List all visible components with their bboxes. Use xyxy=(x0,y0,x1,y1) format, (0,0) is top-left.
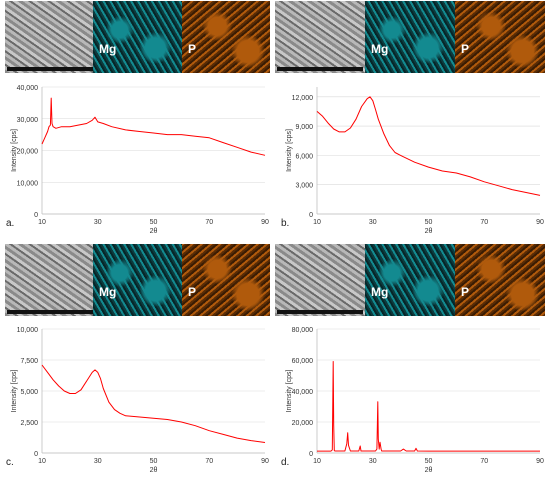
y-tick-label: 40,000 xyxy=(292,389,314,396)
x-tick-label: 10 xyxy=(38,219,46,226)
x-tick-label: 70 xyxy=(480,219,488,226)
y-tick-label: 10,000 xyxy=(17,180,39,187)
x-tick-label: 10 xyxy=(38,458,46,465)
y-tick-label: 2,500 xyxy=(20,420,38,427)
sem-image xyxy=(275,244,365,316)
y-tick-label: 30,000 xyxy=(17,117,39,124)
panel-label: d. xyxy=(281,457,289,468)
x-tick-label: 90 xyxy=(261,458,269,465)
y-tick-label: 0 xyxy=(34,451,38,458)
y-tick-label: 3,000 xyxy=(295,183,313,190)
x-axis-label: 2θ xyxy=(425,228,433,235)
p-map-image: P xyxy=(455,1,545,73)
panel-d: Mg P 0 20,000 40,000 60,000 80,000 10 30 50 70 90… xyxy=(275,240,550,479)
xrd-trace-line xyxy=(41,364,266,443)
xrd-trace-line xyxy=(316,96,541,196)
y-tick-label: 0 xyxy=(309,212,313,219)
p-map-label: P xyxy=(461,42,470,56)
mg-map-label: Mg xyxy=(99,42,117,56)
y-tick-label: 10,000 xyxy=(17,327,39,334)
scale-bar xyxy=(7,67,93,71)
mg-map-label: Mg xyxy=(371,42,389,56)
xrd-trace-line xyxy=(317,361,540,452)
y-tick-label: 40,000 xyxy=(17,85,39,92)
y-tick-label: 7,500 xyxy=(20,358,38,365)
x-tick-label: 70 xyxy=(205,458,213,465)
mg-map-image: Mg xyxy=(365,1,455,73)
p-map-image: P xyxy=(182,244,270,316)
elemental-map-row: Mg P xyxy=(5,244,270,316)
mg-map-image: Mg xyxy=(93,244,182,316)
x-tick-label: 90 xyxy=(536,458,544,465)
y-tick-label: 5,000 xyxy=(20,389,38,396)
y-tick-label: 20,000 xyxy=(292,420,314,427)
mg-map-label: Mg xyxy=(371,285,389,299)
x-tick-label: 90 xyxy=(261,219,269,226)
sem-image xyxy=(275,1,365,73)
x-tick-label: 10 xyxy=(313,458,321,465)
x-tick-label: 70 xyxy=(480,458,488,465)
sem-image xyxy=(5,244,93,316)
x-tick-label: 70 xyxy=(205,219,213,226)
x-axis-label: 2θ xyxy=(425,467,433,474)
y-axis-label: Intensity [cps] xyxy=(11,370,18,413)
p-map-label: P xyxy=(188,42,197,56)
xrd-chart-b: 0 3,000 6,000 9,000 12,000 10 30 50 70 90 2θ Intens… xyxy=(281,87,544,235)
scale-bar xyxy=(277,310,363,314)
y-tick-label: 0 xyxy=(34,212,38,219)
x-tick-label: 50 xyxy=(425,458,433,465)
scale-bar xyxy=(277,67,363,71)
y-tick-label: 0 xyxy=(309,451,313,458)
y-axis-label: Intensity [cps] xyxy=(11,129,18,172)
x-axis-label: 2θ xyxy=(150,467,158,474)
x-tick-label: 30 xyxy=(369,458,377,465)
x-tick-label: 90 xyxy=(536,219,544,226)
panel-c: Mg P 0 2,500 5,000 7,500 10,000 10 30 50 70 90 2θ I… xyxy=(0,240,275,479)
elemental-map-row: Mg P xyxy=(5,1,270,73)
elemental-map-row: Mg P xyxy=(275,1,545,73)
xrd-chart-c: 0 2,500 5,000 7,500 10,000 10 30 50 70 90 2θ Intens… xyxy=(6,327,269,474)
scale-bar xyxy=(7,310,93,314)
y-axis-label: Intensity [cps] xyxy=(286,370,293,413)
x-tick-label: 50 xyxy=(150,458,158,465)
y-tick-label: 60,000 xyxy=(292,358,314,365)
xrd-trace-line xyxy=(41,97,266,156)
p-map-label: P xyxy=(188,285,197,299)
y-tick-label: 80,000 xyxy=(292,327,314,334)
panel-label: c. xyxy=(6,457,14,468)
y-tick-label: 6,000 xyxy=(295,153,313,160)
y-axis-label: Intensity [cps] xyxy=(286,129,293,172)
p-map-label: P xyxy=(461,285,470,299)
p-map-image: P xyxy=(182,1,270,73)
y-tick-label: 20,000 xyxy=(17,149,39,156)
panel-label: a. xyxy=(6,218,14,229)
elemental-map-row: Mg P xyxy=(275,244,545,316)
mg-map-image: Mg xyxy=(93,1,182,73)
xrd-chart-a: 0 10,000 20,000 30,000 40,000 10 30 50 70 90 2θ Int… xyxy=(6,85,269,235)
sem-image xyxy=(5,1,93,73)
xrd-chart-d: 0 20,000 40,000 60,000 80,000 10 30 50 70 90 2θ Int… xyxy=(281,327,544,474)
mg-map-image: Mg xyxy=(365,244,455,316)
mg-map-label: Mg xyxy=(99,285,117,299)
x-tick-label: 30 xyxy=(94,458,102,465)
x-tick-label: 50 xyxy=(150,219,158,226)
x-tick-label: 50 xyxy=(425,219,433,226)
y-tick-label: 12,000 xyxy=(292,95,314,102)
panel-b: Mg P 0 3,000 6,000 9,000 12,000 10 30 50 70 90 2θ I… xyxy=(275,0,550,240)
y-tick-label: 9,000 xyxy=(295,124,313,131)
x-tick-label: 30 xyxy=(94,219,102,226)
x-tick-label: 30 xyxy=(369,219,377,226)
x-tick-label: 10 xyxy=(313,219,321,226)
x-axis-label: 2θ xyxy=(150,228,158,235)
panel-label: b. xyxy=(281,218,289,229)
panel-a: Mg P 0 10,000 20,000 30,000 40,000 10 30 50 70 90… xyxy=(0,0,275,240)
p-map-image: P xyxy=(455,244,545,316)
